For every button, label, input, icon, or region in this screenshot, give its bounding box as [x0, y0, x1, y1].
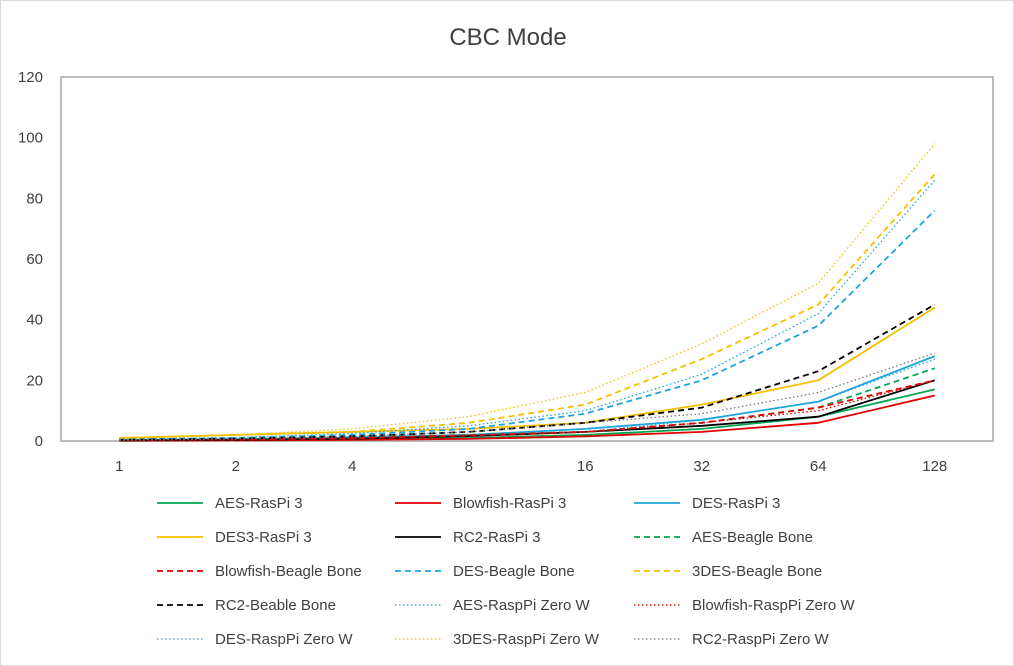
legend-label: Blowfish-RasPi 3	[453, 495, 566, 512]
x-tick-label: 16	[577, 458, 594, 475]
y-tick-label: 0	[35, 433, 43, 450]
legend-item: RC2-RasPi 3	[395, 529, 541, 546]
series-line-10	[119, 303, 936, 441]
legend-item: DES-RaspPi Zero W	[157, 631, 353, 648]
y-tick-label: 40	[26, 312, 43, 329]
x-tick-label: 32	[693, 458, 710, 475]
x-tick-label: 2	[232, 458, 240, 475]
legend-item: AES-RaspPi Zero W	[395, 597, 591, 614]
legend-item: DES3-RasPi 3	[157, 529, 312, 546]
legend-item: 3DES-RaspPi Zero W	[395, 631, 600, 648]
legend-label: AES-Beagle Bone	[692, 529, 813, 546]
legend-label: DES-RasPi 3	[692, 495, 780, 512]
series-layer	[119, 143, 936, 442]
series-line-15	[119, 352, 936, 441]
legend-item: AES-RasPi 3	[157, 495, 303, 512]
series-line-12	[119, 379, 935, 441]
legend-label: 3DES-Beagle Bone	[692, 563, 822, 580]
x-tick-label: 64	[810, 458, 827, 475]
x-tick-label: 1	[115, 458, 123, 475]
legend-item: 3DES-Beagle Bone	[634, 563, 822, 580]
legend-label: DES-Beagle Bone	[453, 563, 575, 580]
y-axis: 0 20 40 60 80 100 120	[18, 69, 43, 450]
y-tick-label: 120	[18, 69, 43, 86]
y-tick-label: 80	[26, 190, 43, 207]
x-tick-label: 128	[922, 458, 947, 475]
x-tick-label: 8	[465, 458, 473, 475]
legend-label: RC2-RasPi 3	[453, 529, 541, 546]
series-line-11	[119, 358, 936, 441]
legend-item: DES-Beagle Bone	[395, 563, 575, 580]
series-line-14	[119, 143, 936, 439]
legend-label: DES3-RasPi 3	[215, 529, 312, 546]
legend-item: RC2-RaspPi Zero W	[634, 631, 830, 648]
legend-label: Blowfish-Beagle Bone	[215, 563, 362, 580]
series-line-13	[119, 179, 936, 440]
legend-label: AES-RaspPi Zero W	[453, 597, 591, 614]
legend-label: Blowfish-RaspPi Zero W	[692, 597, 855, 614]
x-axis: 1 2 4 8 16 32 64 128	[115, 458, 947, 475]
series-line-8	[119, 209, 936, 441]
y-tick-label: 60	[26, 251, 43, 268]
legend-item: DES-RasPi 3	[634, 495, 780, 512]
legend-label: RC2-Beable Bone	[215, 597, 336, 614]
legend-item: RC2-Beable Bone	[157, 597, 336, 614]
plot-area	[60, 76, 994, 442]
legend: AES-RasPi 3 Blowfish-RasPi 3 DES-RasPi 3 DE…	[157, 495, 855, 648]
series-line-6	[119, 367, 936, 441]
legend-label: RC2-RaspPi Zero W	[692, 631, 830, 648]
legend-item: Blowfish-RasPi 3	[395, 495, 566, 512]
chart-title: CBC Mode	[449, 24, 566, 51]
legend-label: 3DES-RaspPi Zero W	[453, 631, 600, 648]
series-line-9	[119, 173, 936, 439]
x-tick-label: 4	[348, 458, 356, 475]
y-tick-label: 100	[18, 130, 43, 147]
legend-item: AES-Beagle Bone	[634, 529, 813, 546]
y-tick-label: 20	[26, 372, 43, 389]
legend-item: Blowfish-Beagle Bone	[157, 563, 362, 580]
series-line-7	[119, 379, 936, 441]
legend-label: AES-RasPi 3	[215, 495, 303, 512]
legend-item: Blowfish-RaspPi Zero W	[634, 597, 855, 614]
legend-label: DES-RaspPi Zero W	[215, 631, 353, 648]
